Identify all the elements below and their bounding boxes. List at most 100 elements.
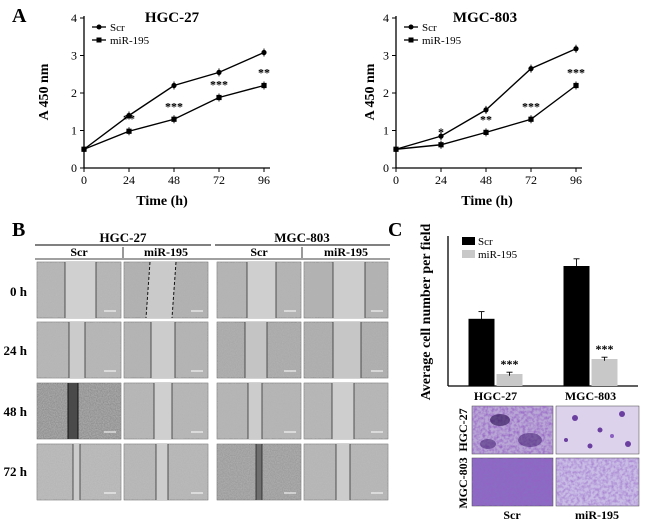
mgc803-significance-label: **	[480, 112, 492, 126]
wound-image-48h-hgc27-scr	[36, 382, 122, 440]
invasion-category-label-mgc-803: MGC-803	[565, 389, 616, 403]
panel-b-label: B	[12, 219, 25, 241]
hgc27-legend: Scr miR-195	[92, 22, 150, 47]
mgc803-y-axis-label: A 450 nm	[363, 63, 378, 120]
wound-image-72h-hgc27-scr	[36, 443, 122, 501]
mgc803-point-mir-195	[573, 82, 579, 89]
hgc27-point-mir-195	[261, 82, 267, 89]
hgc27-y-tick-label: 0	[71, 161, 77, 175]
row-label-72h: 72 h	[4, 464, 28, 479]
invasion-bar-mgc-803-mir-195	[591, 359, 618, 386]
hgc27-x-axis-label: Time (h)	[136, 194, 188, 209]
micro-col-label-scr: Scr	[503, 508, 521, 522]
wound-image-72h-hgc27-mir195	[123, 443, 209, 501]
mgc803-y-tick-label: 3	[383, 49, 389, 63]
mgc803-x-tick-label: 0	[393, 173, 399, 187]
mgc803-x-tick-label: 96	[570, 173, 582, 187]
hgc27-chart-title: HGC-27	[145, 10, 200, 26]
mgc803-y-tick-label: 2	[383, 86, 389, 100]
invasion-bar-hgc-27-mir-195	[496, 374, 523, 386]
wound-image-24h-hgc27-scr	[36, 321, 122, 379]
micrograph-mgc803-mir195	[555, 457, 640, 507]
hgc27-significance-label: ***	[165, 99, 183, 113]
micrograph-hgc27-mir195	[555, 405, 640, 455]
col-header-mgc803-mir195: miR-195	[324, 245, 368, 259]
hgc27-x-tick-label: 0	[81, 173, 87, 187]
mgc803-chart-title: MGC-803	[453, 10, 517, 26]
mgc803-point-scr	[483, 107, 489, 113]
wound-image-48h-mgc803-mir195	[303, 382, 389, 440]
hgc27-point-scr	[261, 49, 267, 56]
mgc803-x-tick-label: 24	[435, 173, 447, 187]
hgc27-point-mir-195	[171, 116, 177, 122]
col-header-mgc803-scr: Scr	[250, 245, 268, 259]
wound-image-24h-hgc27-mir195	[123, 321, 209, 379]
mgc803-y-tick-label: 0	[383, 161, 389, 175]
mgc803-x-axis-label: Time (h)	[461, 194, 513, 209]
mgc803-significance-label: ***	[567, 66, 585, 80]
mgc803-point-scr	[573, 46, 579, 52]
wound-image-0h-hgc27-scr	[36, 261, 122, 319]
group-mgc803-header: MGC-803	[274, 230, 330, 245]
mgc803-y-tick-label: 1	[383, 124, 389, 138]
hgc27-x-tick-label: 96	[258, 173, 270, 187]
wound-image-72h-mgc803-mir195	[303, 443, 389, 501]
wound-image-0h-mgc803-mir195	[303, 261, 389, 319]
wound-image-24h-mgc803-mir195	[303, 321, 389, 379]
mgc803-point-mir-195	[393, 146, 399, 152]
mgc803-significance-label: *	[438, 125, 444, 139]
invasion-legend: Scr miR-195	[462, 236, 518, 261]
row-label-24h: 24 h	[4, 343, 28, 358]
col-header-hgc27-mir195: miR-195	[144, 245, 188, 259]
invasion-category-label-hgc-27: HGC-27	[474, 389, 517, 403]
hgc27-significance-label: ***	[210, 78, 228, 92]
micrograph-hgc27-scr	[471, 405, 554, 455]
hgc27-y-axis-label: A 450 nm	[37, 63, 52, 120]
mgc803-point-mir-195	[438, 142, 444, 148]
micrograph-mgc803-scr	[471, 457, 554, 507]
hgc27-point-mir-195	[216, 94, 222, 101]
hgc27-legend-scr: Scr	[110, 22, 125, 34]
wound-image-24h-mgc803-scr	[216, 321, 302, 379]
panel-a-label: A	[12, 5, 27, 27]
mgc803-legend-scr: Scr	[422, 22, 437, 34]
hgc27-point-scr	[171, 82, 177, 89]
hgc27-x-tick-label: 24	[123, 173, 135, 187]
row-label-0h: 0 h	[10, 284, 28, 299]
hgc27-point-scr	[126, 112, 132, 119]
invasion-significance-label: ***	[596, 342, 614, 356]
mgc803-significance-label: ***	[522, 99, 540, 113]
wound-image-72h-mgc803-scr	[216, 443, 302, 501]
mgc803-point-mir-195	[528, 116, 534, 122]
invasion-bar-chart: Average cell number per field HGC-27 MGC-…	[419, 224, 638, 403]
wound-image-0h-hgc27-mir195	[123, 261, 209, 319]
mgc803-x-tick-label: 48	[480, 173, 492, 187]
mgc803-point-scr	[438, 133, 444, 139]
hgc27-legend-mir195: miR-195	[110, 35, 150, 47]
invasion-bar-hgc-27-scr	[468, 318, 495, 386]
invasion-legend-mir195: miR-195	[478, 249, 518, 261]
hgc27-point-scr	[216, 69, 222, 75]
panel-b-grid: HGC-27 MGC-803 Scr miR-195 Scr miR-195 0…	[4, 230, 390, 501]
invasion-significance-label: ***	[501, 357, 519, 371]
mgc803-point-scr	[528, 66, 534, 72]
invasion-bar-mgc-803-scr	[563, 266, 590, 386]
hgc27-point-mir-195	[126, 128, 132, 134]
group-hgc27-header: HGC-27	[100, 230, 147, 245]
hgc27-y-tick-label: 4	[71, 11, 77, 25]
hgc27-significance-label: **	[123, 111, 135, 125]
wound-image-48h-hgc27-mir195	[123, 382, 209, 440]
panel-c-label: C	[388, 219, 402, 241]
invasion-legend-scr: Scr	[478, 236, 493, 248]
wound-image-0h-mgc803-scr	[216, 261, 302, 319]
invasion-micrographs: HGC-27 MGC-803 Scr miR-195	[456, 405, 640, 522]
micro-row-label-mgc803: MGC-803	[456, 457, 470, 508]
row-label-48h: 48 h	[4, 404, 28, 419]
hgc27-point-mir-195	[81, 146, 87, 152]
mgc803-legend: Scr miR-195	[404, 22, 462, 47]
mgc803-growth-chart: MGC-803 Time (h) A 450 nm 0 1 2 3 4 0 24 48 72 96…	[363, 10, 585, 209]
invasion-y-axis-label: Average cell number per field	[419, 224, 434, 401]
micro-row-label-hgc27: HGC-27	[456, 408, 470, 451]
hgc27-x-tick-label: 72	[213, 173, 225, 187]
micro-col-label-mir195: miR-195	[575, 508, 619, 522]
